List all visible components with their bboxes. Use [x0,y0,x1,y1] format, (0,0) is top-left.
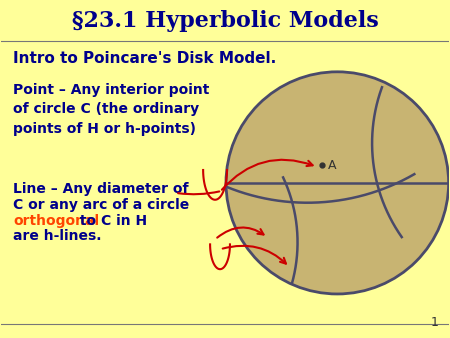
Text: 1: 1 [431,316,439,329]
Text: Intro to Poincare's Disk Model.: Intro to Poincare's Disk Model. [14,51,277,66]
Text: orthogonal: orthogonal [14,214,99,227]
Text: Line – Any diameter of: Line – Any diameter of [14,182,189,196]
Text: A: A [328,159,337,171]
Text: are h-lines.: are h-lines. [14,230,102,243]
Text: Point – Any interior point
of circle C (the ordinary
points of H or h-points): Point – Any interior point of circle C (… [14,83,210,136]
Text: C or any arc of a circle: C or any arc of a circle [14,198,189,212]
Text: to C in H: to C in H [75,214,147,227]
Text: §23.1 Hyperbolic Models: §23.1 Hyperbolic Models [72,10,378,32]
Circle shape [226,72,449,294]
